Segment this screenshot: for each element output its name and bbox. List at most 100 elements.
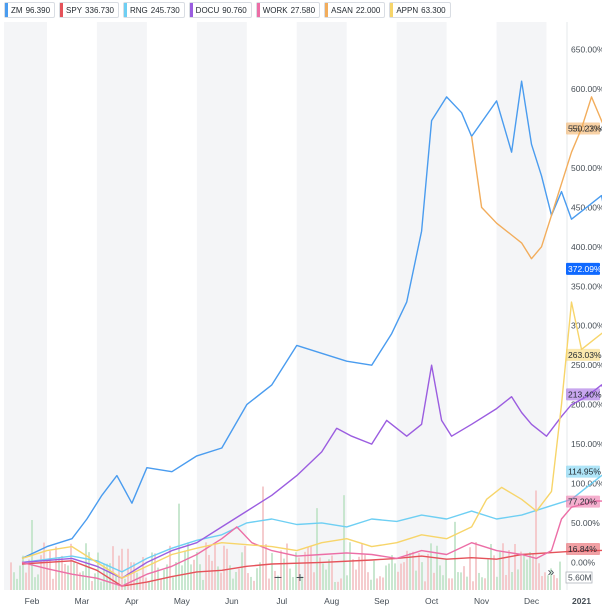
- volume-bar: [556, 578, 558, 590]
- volume-bar: [325, 569, 327, 590]
- volume-bar: [259, 562, 261, 590]
- legend-swatch: [123, 3, 127, 17]
- legend-price: 96.390: [25, 5, 51, 15]
- volume-bar: [409, 552, 411, 590]
- legend-chip-spy[interactable]: SPY 336.730: [59, 2, 119, 18]
- month-band: [296, 22, 347, 590]
- volume-bar: [358, 556, 360, 590]
- volume-bar: [55, 546, 57, 590]
- volume-bar: [67, 565, 69, 590]
- legend-chip-rng[interactable]: RNG 245.730: [122, 2, 185, 18]
- end-label-value: 372.09%: [568, 264, 602, 274]
- x-tick-label: Aug: [324, 596, 339, 606]
- volume-bar: [196, 551, 198, 590]
- volume-bar: [46, 560, 48, 590]
- y-tick-label: 150.00%: [571, 439, 602, 449]
- legend-swatch: [325, 3, 329, 17]
- legend-chip-asan[interactable]: ASAN 22.000: [324, 2, 386, 18]
- legend-price: 245.730: [150, 5, 180, 15]
- volume-label-box: [565, 571, 593, 584]
- volume-label: 5.60M: [568, 573, 592, 583]
- legend-chip-zm[interactable]: ZM 96.390: [4, 2, 56, 18]
- volume-bar: [25, 572, 27, 590]
- x-tick-label: 2021: [572, 596, 591, 606]
- volume-bar: [319, 557, 321, 590]
- volume-bar: [361, 544, 363, 590]
- legend-chip-docu[interactable]: DOCU 90.760: [188, 2, 252, 18]
- legend-chip-appn[interactable]: APPN 63.300: [389, 2, 451, 18]
- x-tick-label: Feb: [25, 596, 40, 606]
- volume-bar: [454, 521, 456, 590]
- volume-bar: [151, 552, 153, 590]
- volume-bar: [448, 578, 450, 590]
- y-tick-label: 250.00%: [571, 360, 602, 370]
- volume-bar: [511, 572, 513, 590]
- legend-chip-work[interactable]: WORK 27.580: [255, 2, 321, 18]
- volume-bar: [19, 565, 21, 590]
- legend-symbol: ASAN: [331, 5, 353, 15]
- volume-bar: [526, 559, 528, 590]
- volume-bar: [10, 562, 12, 590]
- legend-price: 27.580: [290, 5, 316, 15]
- volume-bar: [364, 554, 366, 590]
- volume-bar: [145, 577, 147, 590]
- volume-bar: [130, 562, 132, 590]
- volume-bar: [13, 572, 15, 590]
- end-label-value: 213.40%: [568, 389, 602, 399]
- end-label-bg: [566, 388, 600, 401]
- volume-bar: [517, 569, 519, 590]
- volume-bar: [82, 571, 84, 590]
- legend-symbol: DOCU: [195, 5, 220, 15]
- volume-bar: [421, 562, 423, 590]
- volume-bar: [370, 579, 372, 590]
- y-tick-label: 200.00%: [571, 400, 602, 410]
- end-label-value: 16.84%: [568, 544, 597, 554]
- volume-bar: [142, 557, 144, 590]
- legend-price: 22.000: [355, 5, 381, 15]
- expand-button[interactable]: »: [548, 565, 555, 579]
- volume-bar: [289, 568, 291, 590]
- x-tick-label: Nov: [474, 596, 490, 606]
- volume-bar: [292, 577, 294, 590]
- zoom-in-button[interactable]: +: [296, 569, 304, 585]
- volume-bar: [193, 559, 195, 590]
- volume-bar: [187, 542, 189, 590]
- legend-swatch: [256, 3, 260, 17]
- volume-bar: [457, 572, 459, 590]
- volume-bar: [391, 555, 393, 590]
- legend-price: 336.730: [85, 5, 114, 15]
- volume-bar: [118, 555, 120, 590]
- volume-bar: [472, 581, 474, 590]
- volume-bar: [514, 544, 516, 590]
- volume-bar: [484, 578, 486, 590]
- volume-bar: [58, 557, 60, 590]
- end-label-value: 77.20%: [568, 497, 597, 507]
- volume-bar: [238, 568, 240, 590]
- volume-bar: [52, 578, 54, 590]
- volume-bar: [559, 561, 561, 590]
- end-label-bg: [566, 122, 600, 135]
- volume-bar: [343, 495, 345, 590]
- y-tick-label: 0.00%: [571, 557, 596, 567]
- volume-bar: [202, 579, 204, 590]
- x-tick-label: Jun: [225, 596, 239, 606]
- volume-bar: [121, 548, 123, 590]
- volume-bar: [220, 572, 222, 590]
- volume-bar: [184, 550, 186, 590]
- volume-bar: [439, 565, 441, 590]
- volume-bar: [178, 503, 180, 590]
- volume-bar: [163, 569, 165, 590]
- volume-bar: [37, 574, 39, 590]
- volume-bar: [424, 581, 426, 590]
- zoom-out-button[interactable]: −: [274, 569, 282, 585]
- volume-bar: [298, 557, 300, 590]
- end-label-appn: 263.03%: [566, 348, 602, 361]
- series-line-asan: [470, 96, 602, 260]
- volume-bar: [460, 572, 462, 590]
- end-label-spy: 16.84%: [566, 542, 600, 555]
- end-label-rng: 114.95%: [566, 465, 601, 478]
- volume-bar: [334, 581, 336, 590]
- volume-bar: [436, 545, 438, 590]
- volume-bar: [502, 543, 504, 590]
